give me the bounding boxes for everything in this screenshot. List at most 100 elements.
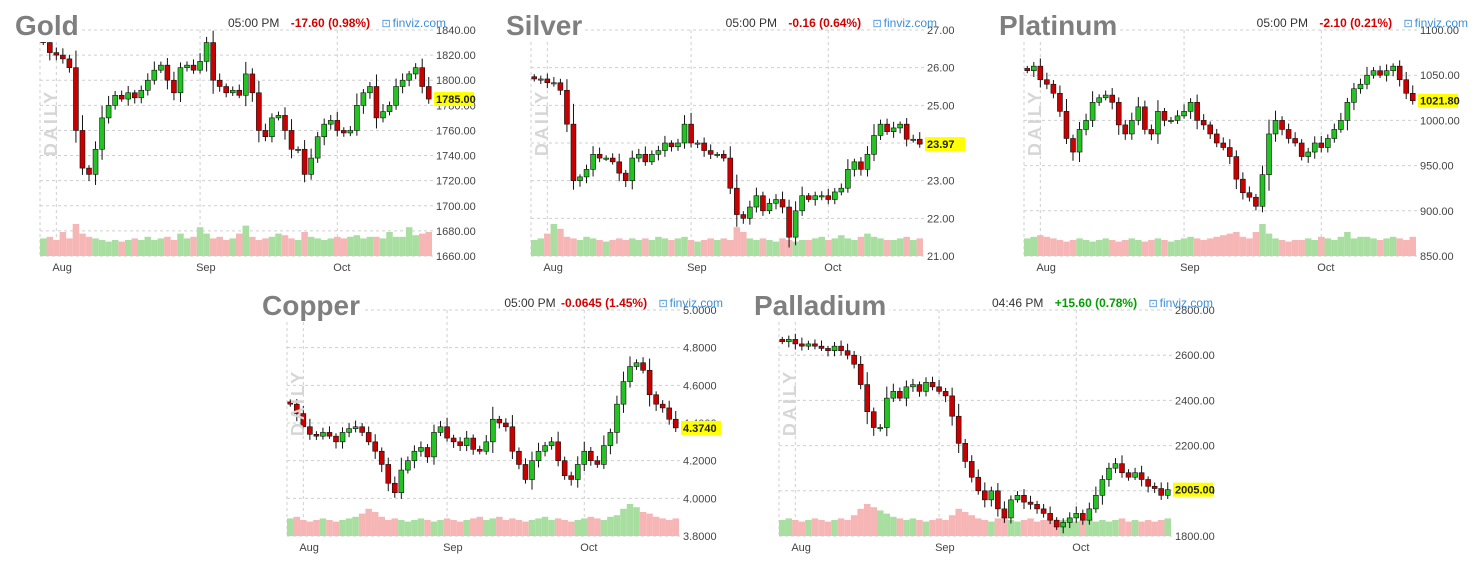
volume-bar — [430, 521, 438, 536]
volume-bar — [961, 512, 969, 536]
volume-bar — [857, 508, 864, 536]
source-link[interactable]: finviz.com — [1414, 16, 1468, 30]
volume-bar — [824, 521, 832, 536]
candle-body — [269, 117, 275, 138]
volume-bar — [489, 518, 497, 536]
y-tick-label: 1700.00 — [436, 201, 476, 213]
volume-bar — [287, 518, 294, 536]
volume-bar — [779, 520, 786, 536]
volume-bar — [288, 238, 295, 256]
candle-body — [760, 195, 766, 212]
finviz-icon: ⊡ — [381, 18, 391, 30]
last-price-marker: 23.97 — [925, 137, 965, 152]
candle-body — [1080, 513, 1086, 521]
volume-bar — [1007, 520, 1015, 536]
candle-body — [164, 64, 171, 81]
volume-bar — [72, 224, 80, 256]
candle-body — [851, 354, 857, 365]
source-link[interactable]: finviz.com — [1159, 296, 1213, 310]
candle-body — [1070, 138, 1076, 153]
volume-bar — [1174, 240, 1181, 256]
volume-bar — [805, 240, 812, 256]
candle-body — [516, 450, 522, 465]
candle-body — [557, 82, 564, 91]
candle-body — [385, 464, 392, 484]
candle-body — [354, 105, 360, 131]
y-tick-label: 4.6000 — [683, 380, 717, 392]
y-tick-label: 950.00 — [1420, 161, 1454, 173]
volume-bar — [1144, 520, 1152, 536]
candle-body — [60, 54, 66, 60]
candle-body — [470, 437, 476, 450]
chart-header: 04:46 PM +15.60 (0.78%) ⊡ finviz.com — [992, 296, 1213, 310]
source-link[interactable]: finviz.com — [883, 16, 937, 30]
candle-body — [629, 157, 636, 181]
candle-body — [910, 384, 916, 388]
candle-body — [596, 154, 603, 159]
volume-bar — [196, 227, 204, 256]
candle-body — [1279, 120, 1285, 130]
y-axis-labels: 1100.00 1050.00 1000.00 950.00 900.00 850.00 — [1420, 25, 1460, 263]
timeframe-label: DAILY — [780, 368, 801, 437]
candle-body — [301, 148, 308, 175]
candle-body — [1089, 102, 1096, 121]
source-link[interactable]: finviz.com — [392, 16, 446, 30]
volume-bar — [391, 518, 399, 536]
palladium-chart: 2800.002600.002400.002200.002000.001800.… — [778, 305, 1215, 554]
candle-body — [588, 450, 594, 461]
x-tick-label: Sep — [196, 262, 216, 274]
volume-bar — [255, 240, 263, 256]
candle-body — [727, 157, 734, 189]
price-change: +15.60 (0.78%) — [1054, 296, 1138, 310]
volume-bar — [307, 236, 315, 256]
y-tick-label: 1660.00 — [436, 251, 476, 263]
volume-bar — [727, 240, 734, 256]
volume-bar — [909, 518, 917, 536]
volume-bar — [792, 520, 799, 536]
volume-bar — [596, 240, 603, 256]
candle-body — [334, 120, 341, 131]
candle-body — [1060, 522, 1066, 528]
candle-body — [308, 157, 314, 175]
volume-bar — [975, 518, 982, 536]
candle-body — [1200, 120, 1207, 126]
volume-bar — [319, 518, 327, 536]
volume-bar — [1027, 518, 1034, 536]
candle-body — [476, 449, 483, 452]
volume-bar — [537, 238, 545, 256]
candle-body — [786, 339, 792, 342]
x-axis-labels: Aug Sep Oct — [543, 262, 841, 274]
candle-body — [99, 117, 105, 150]
timeframe-label: DAILY — [532, 88, 553, 157]
candle-body — [243, 73, 249, 96]
volume-bar — [528, 520, 536, 536]
candle-body — [890, 127, 897, 133]
volume-bar — [164, 236, 171, 256]
candle-body — [380, 111, 386, 119]
volume-bar — [352, 516, 359, 536]
volume-bar — [883, 240, 891, 256]
candle-body — [86, 167, 92, 175]
volume-bar — [1118, 518, 1126, 536]
candle-body — [747, 206, 753, 219]
candle-body — [347, 130, 354, 134]
volume-bar — [581, 518, 588, 536]
price-change: -0.16 (0.64%) — [788, 16, 862, 30]
source-link[interactable]: finviz.com — [669, 296, 723, 310]
candle-body — [653, 394, 659, 405]
volume-bar — [131, 238, 138, 256]
volume-bar — [1102, 238, 1109, 256]
volume-bar — [857, 236, 865, 256]
candle-body — [92, 148, 99, 175]
volume-bar — [896, 238, 904, 256]
volume-bar — [404, 521, 412, 536]
volume-bar — [1259, 224, 1266, 256]
volume-bar — [1105, 521, 1113, 536]
candle-body — [529, 460, 535, 480]
chart-header: 05:00 PM -0.16 (0.64%) ⊡ finviz.com — [726, 16, 937, 30]
volume-bar — [541, 516, 549, 536]
volume-bar — [40, 238, 47, 256]
candle-body — [923, 382, 929, 392]
chart-header: 05:00 PM -2.10 (0.21%) ⊡ finviz.com — [1257, 16, 1468, 30]
silver-chart: 27.0026.0025.0024.0023.0022.0021.00AugSe… — [530, 25, 965, 274]
